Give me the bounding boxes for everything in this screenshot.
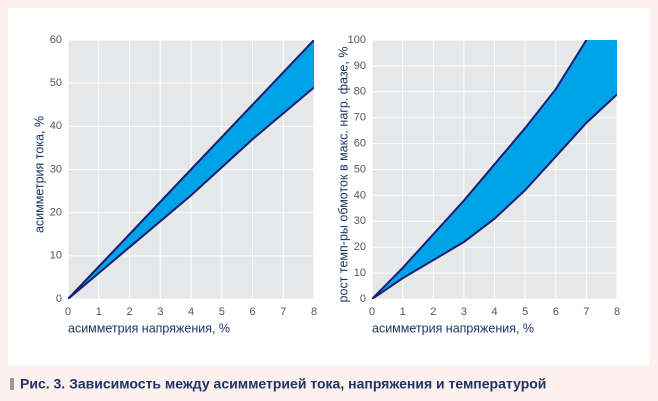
x-tick-label: 8 [311,306,317,318]
x-tick-label: 8 [614,306,620,318]
y-tick-label: 40 [354,189,366,201]
plot-group [68,40,314,299]
y-tick-label: 20 [50,207,62,219]
y-axis-label: асимметрия тока, % [32,116,46,233]
y-tick-label: 60 [354,138,366,150]
x-tick-label: 0 [369,306,375,318]
y-tick-label: 30 [50,163,62,175]
x-axis-label: асимметрия напряжения, % [68,321,230,335]
series-line [68,86,314,299]
y-tick-label: 0 [360,293,366,305]
x-tick-label: 3 [461,306,467,318]
caption: Рис. 3. Зависимость между асимметрией то… [20,376,546,392]
x-tick-label: 3 [157,306,163,318]
y-tick-label: 20 [354,241,366,253]
y-tick-label: 30 [354,215,366,227]
x-tick-label: 4 [491,306,497,318]
x-tick-label: 1 [400,306,406,318]
series-line [372,40,588,299]
x-tick-label: 5 [219,306,225,318]
x-tick-label: 2 [430,306,436,318]
plot-group [372,40,617,299]
y-tick-label: 0 [56,293,62,305]
x-tick-label: 6 [553,306,559,318]
y-tick-label: 10 [354,267,366,279]
x-tick-label: 7 [280,306,286,318]
x-tick-label: 7 [583,306,589,318]
chart: 0 10 20 30 40 50 60 70 80 90 100 0 1 2 3 4 5 6 7 8 асимметри… [336,34,620,335]
y-tick-label: 40 [50,120,62,132]
x-tick-label: 2 [126,306,132,318]
y-tick-label: 100 [348,34,366,46]
y-axis-label: рост темп-ры обмоток в макс. нагр. фазе,… [336,47,350,303]
series-line [68,40,314,299]
x-tick-label: 0 [65,306,71,318]
y-tick-label: 60 [50,34,62,46]
x-tick-label: 5 [522,306,528,318]
y-tick-label: 70 [354,112,366,124]
y-tick-label: 50 [50,77,62,89]
x-tick-label: 4 [188,306,194,318]
x-tick-label: 6 [249,306,255,318]
caption-bullet [10,378,14,390]
chart: 0 10 20 30 40 50 60 0 1 2 3 4 5 6 7 8 асимметрия напряже… [32,34,317,335]
y-tick-label: 10 [50,250,62,262]
y-tick-label: 80 [354,86,366,98]
x-tick-label: 1 [96,306,102,318]
x-axis-label: асимметрия напряжения, % [372,321,534,335]
y-tick-label: 50 [354,163,366,175]
y-tick-label: 90 [354,60,366,72]
series-line [372,93,617,299]
